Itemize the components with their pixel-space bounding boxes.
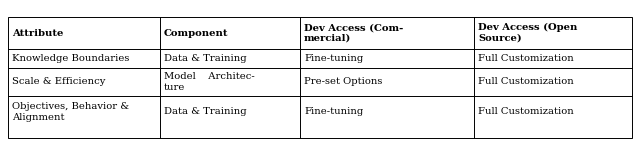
Text: Knowledge Boundaries: Knowledge Boundaries	[12, 54, 129, 63]
Text: Component: Component	[164, 29, 228, 37]
Text: Full Customization: Full Customization	[478, 77, 573, 87]
Text: Pre-set Options: Pre-set Options	[304, 77, 382, 87]
Text: Model    Architec-
ture: Model Architec- ture	[164, 72, 255, 92]
Bar	[8, 17, 632, 138]
Text: Attribute: Attribute	[12, 29, 63, 37]
Text: Full Customization: Full Customization	[478, 54, 573, 63]
Text: Fine-tuning: Fine-tuning	[304, 54, 364, 63]
Text: Scale & Efficiency: Scale & Efficiency	[12, 77, 106, 87]
Text: Data & Training: Data & Training	[164, 108, 246, 116]
Text: Dev Access (Com-
mercial): Dev Access (Com- mercial)	[304, 23, 403, 43]
Text: Data & Training: Data & Training	[164, 54, 246, 63]
Text: Objectives, Behavior &
Alignment: Objectives, Behavior & Alignment	[12, 102, 129, 122]
Text: Dev Access (Open
Source): Dev Access (Open Source)	[478, 23, 577, 43]
Text: Fine-tuning: Fine-tuning	[304, 108, 364, 116]
Text: Full Customization: Full Customization	[478, 108, 573, 116]
